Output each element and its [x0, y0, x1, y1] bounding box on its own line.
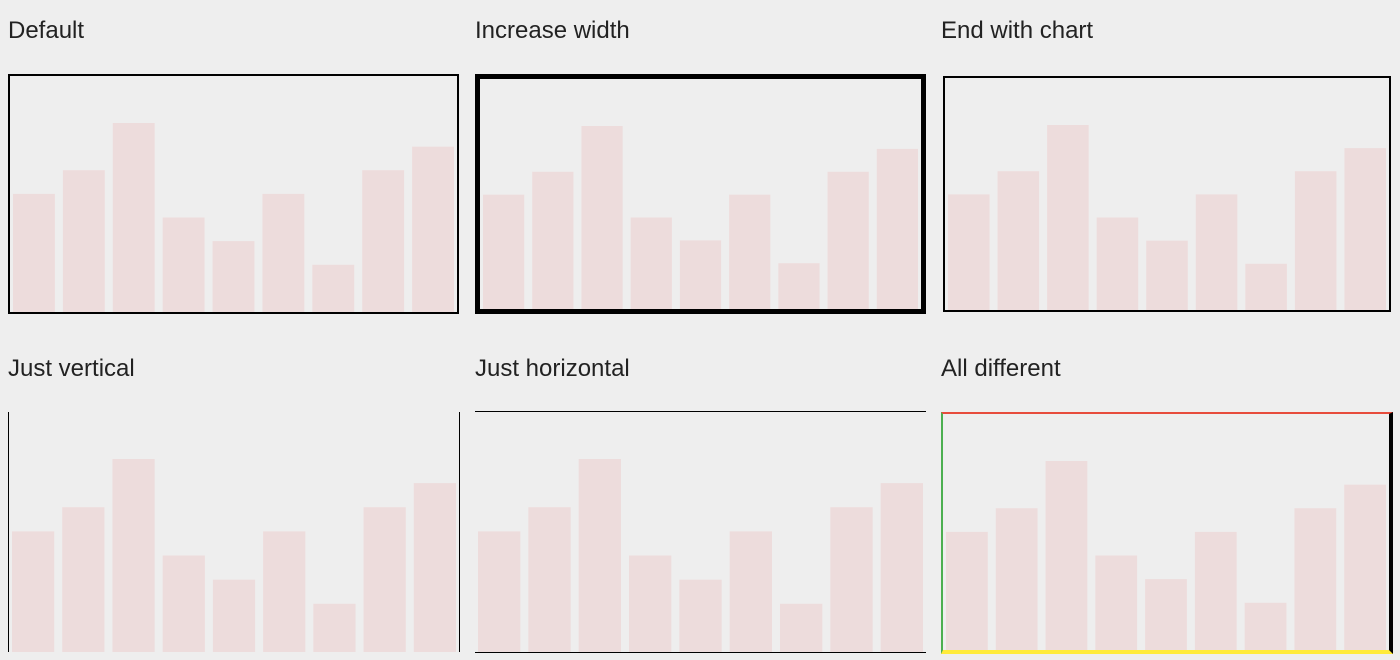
- bar: [162, 217, 205, 312]
- bar: [1096, 217, 1139, 310]
- bar: [630, 217, 672, 309]
- chart-all-different: [941, 412, 1393, 654]
- bar: [412, 146, 454, 312]
- bar: [532, 171, 574, 309]
- chart-increase-width: [475, 74, 926, 314]
- bar: [1344, 484, 1386, 650]
- bar: [112, 123, 155, 312]
- bar: [362, 170, 405, 312]
- bar: [830, 507, 873, 652]
- bar: [312, 264, 355, 312]
- bar: [413, 483, 456, 652]
- bar: [1294, 171, 1337, 310]
- bar: [880, 483, 923, 652]
- bar: [313, 603, 356, 652]
- bar: [12, 531, 55, 652]
- bar-chart-svg: [483, 126, 918, 309]
- bar-chart-svg: [12, 459, 456, 652]
- bar: [478, 531, 521, 652]
- bar-chart-svg: [13, 123, 454, 312]
- panel-title-just-vertical: Just vertical: [8, 355, 135, 382]
- bar: [1146, 240, 1188, 310]
- bar: [778, 263, 820, 309]
- bar-chart-svg: [946, 461, 1386, 650]
- bar: [679, 240, 722, 309]
- bar: [212, 579, 256, 652]
- bar: [729, 194, 771, 309]
- bar: [262, 193, 305, 312]
- bar-chart-svg: [948, 125, 1386, 310]
- bar: [212, 241, 255, 312]
- bar: [1245, 263, 1287, 310]
- bar-chart-svg: [478, 459, 923, 652]
- bar: [1045, 461, 1088, 650]
- bar: [162, 555, 205, 652]
- chart-just-horizontal: [475, 411, 926, 653]
- bar: [483, 194, 525, 309]
- chart-end-with-chart: [943, 76, 1391, 312]
- bar: [780, 603, 823, 652]
- bar: [948, 194, 990, 310]
- panel-title-default: Default: [8, 17, 85, 44]
- bar: [1194, 531, 1237, 650]
- bar: [363, 507, 406, 652]
- chart-default: [8, 74, 459, 314]
- bar: [112, 459, 155, 652]
- bar: [1145, 579, 1187, 650]
- bar: [729, 531, 772, 652]
- bar: [1095, 555, 1138, 650]
- bar: [62, 507, 105, 652]
- bar: [1294, 508, 1337, 650]
- bar: [827, 171, 869, 309]
- bar: [946, 531, 988, 650]
- bar: [1047, 125, 1089, 310]
- bar: [13, 193, 55, 312]
- bar: [528, 507, 571, 652]
- bar: [1244, 602, 1287, 650]
- bar: [578, 459, 621, 652]
- bar: [1344, 148, 1386, 310]
- bar: [581, 126, 623, 309]
- bar: [995, 508, 1038, 650]
- panel-title-end-with-chart: End with chart: [941, 17, 1094, 44]
- bar: [679, 579, 722, 652]
- bar: [62, 170, 105, 312]
- panel-title-just-horizontal: Just horizontal: [475, 355, 630, 382]
- panel-title-increase-width: Increase width: [475, 17, 630, 44]
- bar: [997, 171, 1040, 310]
- bar: [1195, 194, 1238, 310]
- chart-just-vertical: [8, 412, 460, 652]
- bar: [629, 555, 672, 652]
- bar: [876, 148, 918, 309]
- panel-title-all-different: All different: [941, 355, 1061, 382]
- bar: [263, 531, 306, 652]
